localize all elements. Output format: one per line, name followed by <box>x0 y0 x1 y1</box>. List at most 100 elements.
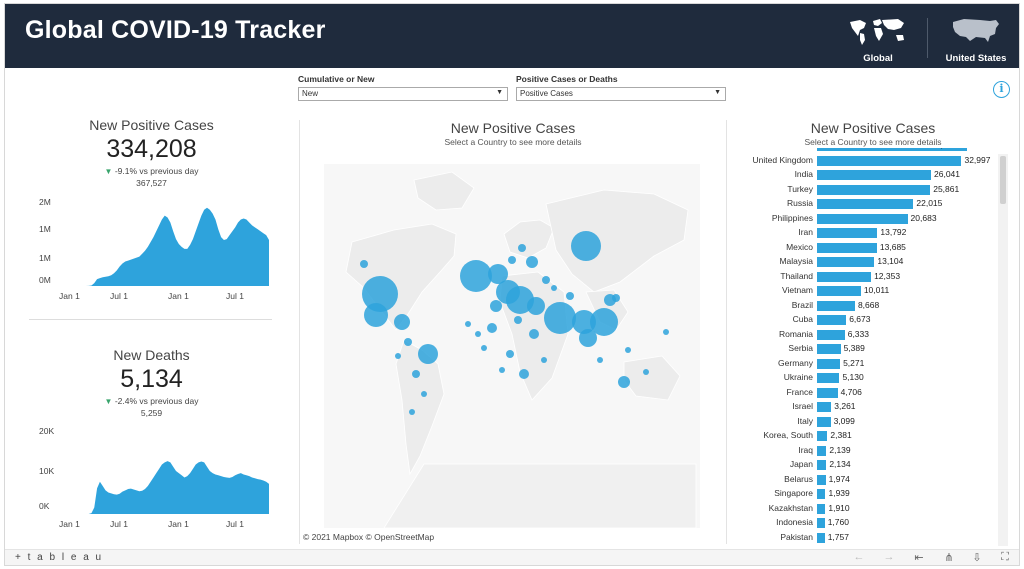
country-bar-row[interactable]: United States 34,260 <box>733 148 1003 153</box>
bar[interactable] <box>817 228 878 238</box>
country-bar-row[interactable]: Iran 13,792 <box>733 226 1003 240</box>
country-name: Iran <box>798 227 813 237</box>
bar[interactable] <box>817 242 877 253</box>
country-bar-row[interactable]: Germany 5,271 <box>733 357 1003 371</box>
bar-value: 6,333 <box>847 328 869 339</box>
bar[interactable] <box>817 199 914 209</box>
bar[interactable] <box>817 532 825 543</box>
dashboard-frame: Global COVID-19 Tracker Global United St… <box>4 3 1020 566</box>
bar-chart-title: New Positive Cases <box>810 120 936 136</box>
kpi-change-text: -9.1% vs previous day <box>114 166 199 176</box>
share-icon[interactable]: ⋔ <box>944 552 954 564</box>
country-bar-row[interactable]: Iraq 2,139 <box>733 444 1003 458</box>
country-bar-row[interactable]: Serbia 5,389 <box>733 342 1003 356</box>
us-view-button[interactable]: United States <box>939 14 1013 64</box>
bar[interactable] <box>817 431 828 441</box>
cases-trend-chart[interactable]: 2M 1M 1M 0M Jan 1 Jul 1 Jan 1 Jul 1 <box>29 194 274 304</box>
bar[interactable] <box>817 344 841 354</box>
map-attribution: © 2021 Mapbox © OpenStreetMap <box>303 532 435 542</box>
chevron-down-icon: ▼ <box>496 89 503 96</box>
bar[interactable] <box>817 155 962 166</box>
bar[interactable] <box>817 445 827 456</box>
country-bar-row[interactable]: Thailand 12,353 <box>733 270 1003 284</box>
info-icon[interactable]: i <box>993 81 1010 98</box>
bar[interactable] <box>817 358 841 369</box>
cumulative-or-new-dropdown[interactable]: New ▼ <box>298 87 508 101</box>
country-bar-row[interactable]: Brazil 8,668 <box>733 299 1003 313</box>
country-name: Romania <box>778 328 813 339</box>
download-icon[interactable]: ⇩ <box>972 552 982 564</box>
bar[interactable] <box>817 503 826 514</box>
bar[interactable] <box>817 329 845 340</box>
bar[interactable] <box>817 148 967 151</box>
bar[interactable] <box>817 184 931 195</box>
country-bar-row[interactable]: Japan 2,134 <box>733 458 1003 472</box>
country-name: Iraq <box>798 444 813 455</box>
deaths-trend-chart[interactable]: 20K 10K 0K Jan 1 Jul 1 Jan 1 Jul 1 <box>29 424 274 534</box>
country-name: Indonesia <box>776 517 813 527</box>
tableau-logo[interactable]: + t a b l e a u <box>15 552 104 563</box>
redo-icon[interactable]: → <box>883 551 895 563</box>
bar[interactable] <box>817 213 908 224</box>
country-bar-row[interactable]: Russia 22,015 <box>733 197 1003 211</box>
bar-value: 6,673 <box>849 314 871 324</box>
bar[interactable] <box>817 286 861 296</box>
bar[interactable] <box>817 373 840 383</box>
country-bar-row[interactable]: France 4,706 <box>733 386 1003 400</box>
country-bar-row[interactable]: Vietnam 10,011 <box>733 284 1003 298</box>
revert-icon[interactable]: ⇤ <box>914 552 924 564</box>
country-bar-row[interactable]: Korea, South 2,381 <box>733 429 1003 443</box>
y-tick: 0K <box>39 501 50 511</box>
country-bar-row[interactable]: Romania 6,333 <box>733 328 1003 342</box>
country-bar-row[interactable]: Pakistan 1,757 <box>733 531 1003 545</box>
country-name: Philippines <box>771 212 813 223</box>
country-bar-row[interactable]: Philippines 20,683 <box>733 212 1003 226</box>
bar[interactable] <box>817 170 931 180</box>
bar[interactable] <box>817 257 875 267</box>
country-name: Malaysia <box>779 256 813 266</box>
fullscreen-icon[interactable]: ⛶ <box>1001 551 1009 563</box>
filter-cases-or-deaths: Positive Cases or Deaths Positive Cases … <box>516 74 726 101</box>
country-bar-row[interactable]: Kazakhstan 1,910 <box>733 502 1003 516</box>
country-bar-row[interactable]: United Kingdom 32,997 <box>733 154 1003 168</box>
global-view-button[interactable]: Global <box>845 14 911 64</box>
world-map-icon <box>850 19 904 45</box>
world-bubble-map[interactable] <box>324 164 700 528</box>
scrollbar-thumb[interactable] <box>1000 156 1006 204</box>
y-tick: 1M <box>39 224 51 234</box>
country-bar-row[interactable]: Italy 3,099 <box>733 415 1003 429</box>
undo-icon[interactable]: ← <box>853 551 865 563</box>
x-tick: Jan 1 <box>59 519 80 529</box>
country-bar-row[interactable]: Mexico 13,685 <box>733 241 1003 255</box>
x-tick: Jul 1 <box>110 519 128 529</box>
country-bar-row[interactable]: Malaysia 13,104 <box>733 255 1003 269</box>
country-bar-row[interactable]: Indonesia 1,760 <box>733 516 1003 530</box>
chevron-down-icon: ▼ <box>714 89 721 96</box>
bar[interactable] <box>817 489 826 499</box>
bar[interactable] <box>817 271 872 282</box>
bar-value: 1,939 <box>828 488 850 498</box>
country-bar-row[interactable]: Cuba 6,673 <box>733 313 1003 327</box>
country-bar-row[interactable]: India 26,041 <box>733 168 1003 182</box>
x-tick: Jul 1 <box>110 291 128 301</box>
country-bar-list[interactable]: United States 34,260 United Kingdom 32,997 I… <box>733 148 1013 548</box>
bar-list-scrollbar[interactable] <box>998 154 1008 546</box>
bar[interactable] <box>817 518 825 528</box>
country-name: Belarus <box>784 473 813 484</box>
country-bar-row[interactable]: Singapore 1,939 <box>733 487 1003 501</box>
bar[interactable] <box>817 402 832 412</box>
dashboard-title: Global COVID-19 Tracker <box>25 16 326 44</box>
bar[interactable] <box>817 474 826 485</box>
country-bar-row[interactable]: Israel 3,261 <box>733 400 1003 414</box>
bar[interactable] <box>817 460 827 470</box>
x-tick: Jan 1 <box>59 291 80 301</box>
country-bar-row[interactable]: Turkey 25,861 <box>733 183 1003 197</box>
country-bar-row[interactable]: Belarus 1,974 <box>733 473 1003 487</box>
bar[interactable] <box>817 416 831 427</box>
bar[interactable] <box>817 300 855 311</box>
bar[interactable] <box>817 315 847 325</box>
bar-value: 10,011 <box>863 285 890 295</box>
cases-or-deaths-dropdown[interactable]: Positive Cases ▼ <box>516 87 726 101</box>
bar[interactable] <box>817 387 838 398</box>
country-bar-row[interactable]: Ukraine 5,130 <box>733 371 1003 385</box>
